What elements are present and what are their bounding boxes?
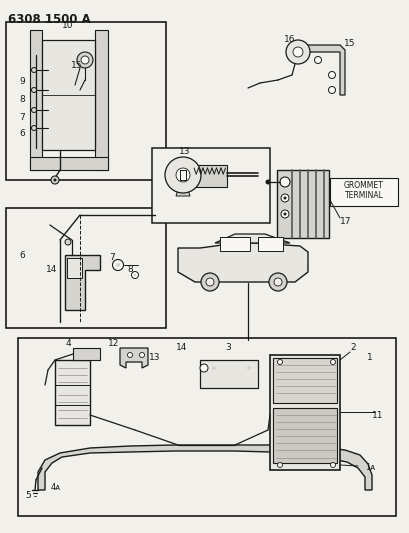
Circle shape: [200, 364, 207, 372]
Circle shape: [51, 176, 59, 184]
Text: 10: 10: [62, 21, 74, 30]
Circle shape: [314, 56, 321, 63]
Text: 14: 14: [46, 265, 58, 274]
Text: 15: 15: [344, 39, 355, 49]
Bar: [257, 237, 282, 251]
Circle shape: [279, 177, 289, 187]
Circle shape: [65, 239, 71, 245]
Circle shape: [131, 271, 138, 279]
Circle shape: [164, 157, 200, 193]
Polygon shape: [55, 360, 90, 425]
Circle shape: [330, 463, 335, 467]
Bar: [329, 178, 397, 206]
Polygon shape: [30, 30, 42, 170]
Polygon shape: [73, 348, 100, 360]
Text: 1: 1: [366, 352, 372, 361]
Circle shape: [200, 273, 218, 291]
Circle shape: [81, 56, 89, 64]
Bar: [272, 408, 336, 463]
Circle shape: [133, 274, 136, 276]
Text: 7: 7: [109, 254, 115, 262]
Circle shape: [280, 210, 288, 218]
Text: 16: 16: [283, 36, 295, 44]
Text: 7: 7: [19, 114, 25, 123]
Circle shape: [328, 86, 335, 93]
Circle shape: [139, 352, 144, 358]
Text: 4ᴀ: 4ᴀ: [51, 483, 61, 492]
Circle shape: [328, 71, 335, 78]
Text: 2: 2: [349, 343, 355, 352]
Polygon shape: [214, 234, 289, 243]
Text: 13: 13: [179, 148, 190, 157]
Text: 12: 12: [108, 340, 119, 349]
Circle shape: [116, 263, 120, 267]
Circle shape: [273, 278, 281, 286]
Bar: [152, 148, 270, 223]
Text: 5: 5: [25, 491, 31, 500]
Text: 6: 6: [19, 251, 25, 260]
Polygon shape: [270, 355, 339, 470]
Polygon shape: [175, 186, 189, 196]
Circle shape: [31, 87, 36, 93]
Bar: [6, 22, 166, 180]
Bar: [6, 208, 166, 328]
Text: 14: 14: [176, 343, 187, 351]
Circle shape: [31, 125, 36, 131]
Circle shape: [285, 40, 309, 64]
Bar: [276, 170, 328, 238]
Text: 9: 9: [19, 77, 25, 86]
Circle shape: [277, 359, 282, 365]
Circle shape: [211, 366, 216, 370]
Text: 11: 11: [371, 410, 383, 419]
Circle shape: [280, 194, 288, 202]
Circle shape: [31, 68, 36, 72]
Circle shape: [283, 197, 286, 199]
Circle shape: [53, 179, 56, 182]
Circle shape: [205, 278, 213, 286]
Text: 8: 8: [19, 95, 25, 104]
Polygon shape: [38, 445, 371, 490]
Bar: [200, 360, 257, 388]
Circle shape: [175, 168, 189, 182]
Polygon shape: [30, 157, 108, 170]
Circle shape: [112, 260, 123, 271]
Bar: [220, 237, 249, 251]
Circle shape: [277, 463, 282, 467]
Polygon shape: [304, 45, 344, 95]
Text: 6: 6: [19, 128, 25, 138]
Circle shape: [77, 52, 93, 68]
Text: 4: 4: [65, 340, 71, 349]
Polygon shape: [95, 30, 108, 170]
Text: 8: 8: [127, 265, 133, 274]
Bar: [42, 40, 95, 150]
Text: GROMMET: GROMMET: [343, 182, 383, 190]
Polygon shape: [178, 243, 307, 282]
Text: 17: 17: [339, 217, 351, 227]
Text: 15: 15: [71, 61, 83, 69]
Circle shape: [283, 213, 286, 215]
Bar: [272, 358, 336, 403]
Bar: [191, 165, 227, 187]
Text: 1ᴀ: 1ᴀ: [364, 464, 374, 472]
Circle shape: [31, 108, 36, 112]
Circle shape: [292, 47, 302, 57]
Bar: [67, 258, 82, 278]
Text: 13: 13: [149, 353, 160, 362]
Polygon shape: [65, 255, 100, 310]
Bar: [18, 338, 395, 516]
Text: 6308 1500 A: 6308 1500 A: [8, 13, 90, 26]
Text: TERMINAL: TERMINAL: [344, 191, 382, 200]
Polygon shape: [120, 348, 148, 368]
Circle shape: [330, 359, 335, 365]
Text: 3: 3: [225, 343, 230, 352]
Circle shape: [246, 366, 250, 370]
Circle shape: [268, 273, 286, 291]
Circle shape: [127, 352, 132, 358]
Circle shape: [265, 180, 270, 184]
